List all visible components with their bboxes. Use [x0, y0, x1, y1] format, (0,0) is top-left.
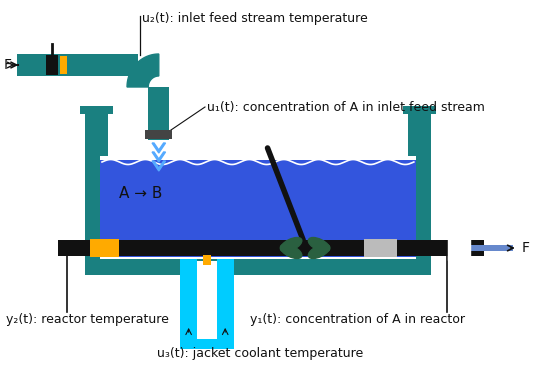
Bar: [18, 54, 138, 76]
Ellipse shape: [281, 244, 302, 258]
Ellipse shape: [309, 244, 330, 258]
Bar: [180, 337, 234, 349]
Text: y₁(t): concentration of A in reactor: y₁(t): concentration of A in reactor: [250, 313, 465, 327]
Bar: [85, 259, 431, 275]
Bar: [403, 106, 436, 114]
Bar: [197, 261, 217, 339]
Bar: [148, 87, 170, 140]
Text: A → B: A → B: [119, 185, 162, 200]
Bar: [85, 140, 100, 275]
Ellipse shape: [309, 237, 330, 252]
Text: F: F: [4, 58, 12, 72]
Polygon shape: [152, 152, 166, 162]
Bar: [217, 259, 234, 345]
Bar: [408, 112, 431, 156]
Bar: [80, 106, 113, 114]
Bar: [364, 239, 398, 257]
Bar: [90, 239, 119, 257]
Text: F: F: [522, 241, 529, 255]
Polygon shape: [152, 143, 166, 153]
Polygon shape: [127, 54, 159, 87]
Bar: [470, 245, 513, 251]
Polygon shape: [152, 161, 166, 171]
Bar: [180, 259, 197, 345]
Bar: [85, 112, 108, 156]
Text: u₂(t): inlet feed stream temperature: u₂(t): inlet feed stream temperature: [142, 12, 368, 25]
Text: u₁(t): concentration of A in inlet feed stream: u₁(t): concentration of A in inlet feed …: [207, 101, 485, 113]
Bar: [46, 55, 58, 75]
Bar: [60, 56, 67, 74]
Text: u₃(t): jacket coolant temperature: u₃(t): jacket coolant temperature: [157, 347, 363, 360]
Bar: [100, 160, 416, 257]
Bar: [146, 130, 172, 139]
Text: y₂(t): reactor temperature: y₂(t): reactor temperature: [6, 313, 168, 327]
Ellipse shape: [281, 237, 302, 252]
Bar: [203, 255, 211, 265]
Bar: [58, 240, 484, 256]
Bar: [449, 236, 470, 260]
Bar: [416, 140, 431, 275]
